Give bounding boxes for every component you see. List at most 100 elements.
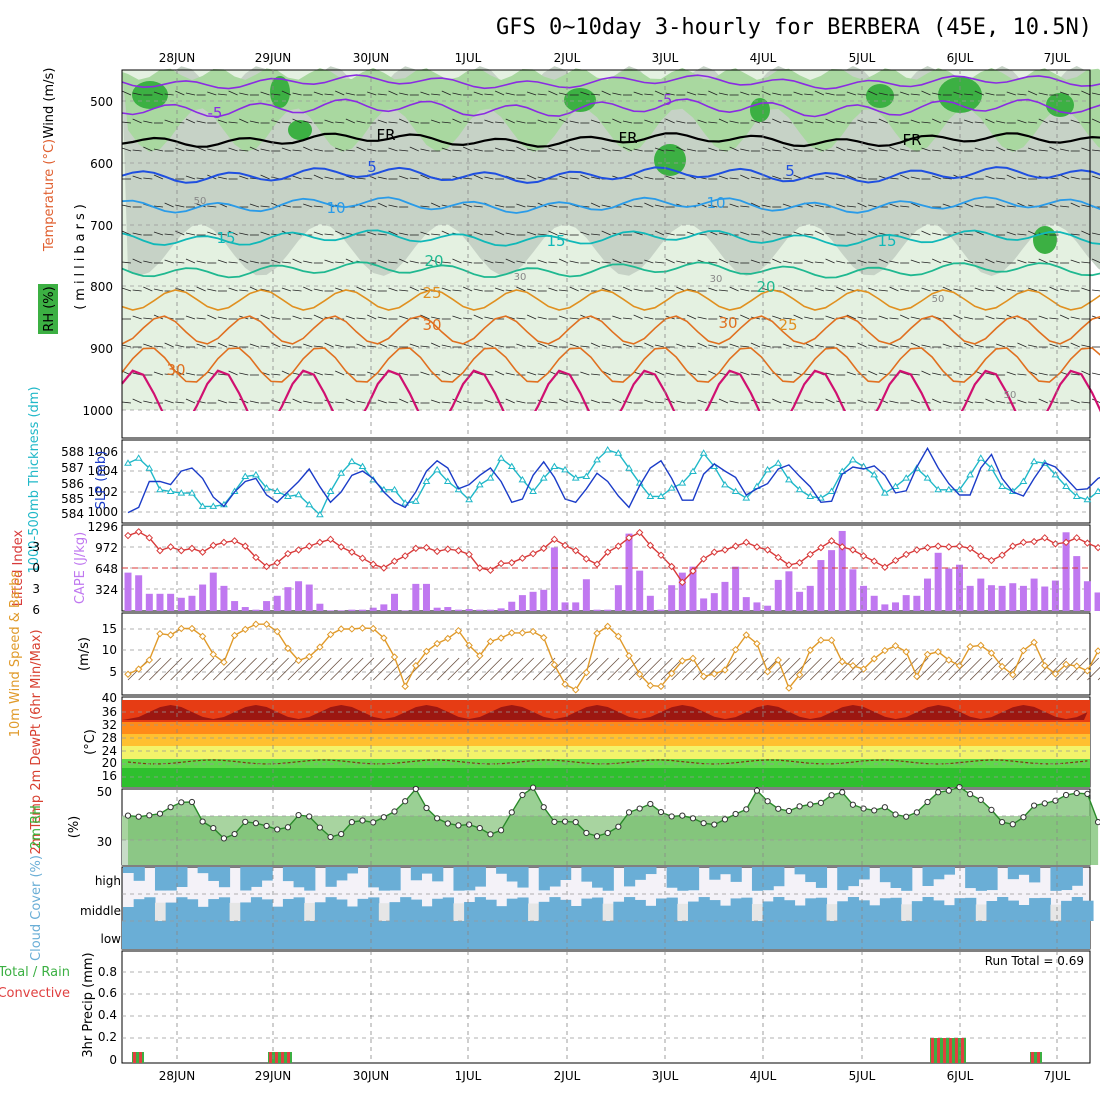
middle-cloud-bar <box>613 901 625 921</box>
date-label-bottom: 3JUL <box>652 1069 679 1083</box>
wind-barb <box>793 314 803 320</box>
contour-mask <box>122 411 1090 437</box>
high-cloud-bar <box>890 867 902 888</box>
contour-label: 25 <box>778 316 797 334</box>
low-cloud-block <box>122 921 1090 949</box>
high-cloud-bar <box>773 867 785 887</box>
thickness-point <box>358 462 367 470</box>
lifted-index-point <box>326 535 335 544</box>
rh-2m-point <box>1041 800 1048 807</box>
wind-speed-point <box>838 658 846 666</box>
wind-barb <box>910 259 920 264</box>
wind-barb <box>217 119 228 124</box>
high-cloud-bar <box>847 867 860 887</box>
middle-cloud-bar <box>592 897 604 921</box>
wind-barb <box>654 204 665 208</box>
cape-tick: 648 <box>95 562 118 576</box>
wind-speed-point <box>667 669 676 678</box>
wind-barb <box>750 93 760 96</box>
wind-unit-label: (m/s) <box>77 637 92 671</box>
wind-barb <box>569 343 579 348</box>
wind-10m-barb <box>884 657 908 681</box>
wind-barb <box>708 204 718 208</box>
wind-10m-barb <box>149 657 172 681</box>
rh-2m-point <box>242 818 249 825</box>
lifted-index-point <box>849 546 857 554</box>
wind-speed-point <box>422 647 431 656</box>
wind-barb <box>228 287 238 292</box>
wind-barb <box>452 289 462 292</box>
middle-cloud-bar <box>528 903 540 921</box>
middle-cloud-bar <box>549 897 561 921</box>
precip-tick: 0 <box>109 1053 117 1067</box>
wind-barb <box>836 343 846 348</box>
wind-barb <box>718 92 729 96</box>
wind-barb <box>612 289 622 292</box>
middle-cloud-bar <box>453 903 465 921</box>
wind-speed-point <box>987 649 996 657</box>
thickness-point <box>145 464 154 471</box>
date-label-top: 1JUL <box>455 51 482 65</box>
wind-barb <box>612 92 622 96</box>
wind-barb <box>718 118 729 124</box>
wind-barb <box>1028 344 1038 348</box>
wind-barb <box>313 314 324 320</box>
pressure-tick: 900 <box>90 342 113 356</box>
wind-10m-barb <box>927 657 950 681</box>
wind-barb <box>761 204 771 208</box>
wind-barb <box>537 259 547 264</box>
cape-bar <box>486 609 494 611</box>
thickness-point <box>156 485 164 493</box>
wind-barb <box>590 119 601 124</box>
lifted-index-point <box>348 548 356 556</box>
wind-10m-barb <box>458 657 481 681</box>
wind-barb <box>601 204 611 208</box>
wind-barb <box>964 259 974 264</box>
middle-cloud-bar <box>293 897 305 921</box>
lifted-index-point <box>934 542 942 550</box>
precip-conv-bar <box>287 1052 290 1063</box>
wind-barb <box>686 314 697 320</box>
wind-barb <box>868 204 878 208</box>
wind-barb <box>420 371 430 376</box>
high-cloud-bar <box>815 867 828 888</box>
lifted-index-point <box>635 528 644 537</box>
middle-cloud-bar <box>314 902 327 921</box>
wind-barb <box>377 176 387 180</box>
wind-barb <box>750 373 760 376</box>
cape-bar <box>646 595 654 611</box>
high-cloud-bar <box>197 867 209 874</box>
cape-bar <box>444 607 452 611</box>
wind-barb <box>612 398 622 404</box>
wind-barb <box>377 119 387 124</box>
wind-10m-barb <box>351 657 375 681</box>
lifted-index-point <box>540 544 548 553</box>
thickness-point <box>806 492 815 499</box>
wind-barb <box>921 147 931 152</box>
middle-cloud-bar <box>218 897 231 921</box>
wind-barb <box>697 119 707 124</box>
rh-2m-point <box>327 833 334 841</box>
temp-tick: 28 <box>102 731 117 745</box>
wind-barb <box>729 177 739 180</box>
thickness-point <box>667 484 676 491</box>
wind-barb <box>1049 120 1059 124</box>
wind-barb <box>313 148 323 152</box>
lifted-index-point <box>699 555 708 563</box>
wind-barb <box>548 147 558 152</box>
lifted-index-point <box>369 560 377 568</box>
wind-barb <box>345 175 355 180</box>
wind-barb <box>569 286 579 292</box>
wind-barb <box>825 175 835 180</box>
wind-barb <box>1070 176 1080 180</box>
lifted-index-point <box>582 555 591 563</box>
wind-barb <box>441 344 451 348</box>
middle-cloud-bar <box>933 900 945 921</box>
lifted-index-point <box>923 543 932 552</box>
lifted-index-point <box>156 546 164 555</box>
wind-barb <box>452 315 462 320</box>
wind-barb <box>548 344 558 348</box>
wind-barb <box>409 177 419 180</box>
lifted-index-point <box>667 562 676 571</box>
wind-barb <box>964 399 974 404</box>
